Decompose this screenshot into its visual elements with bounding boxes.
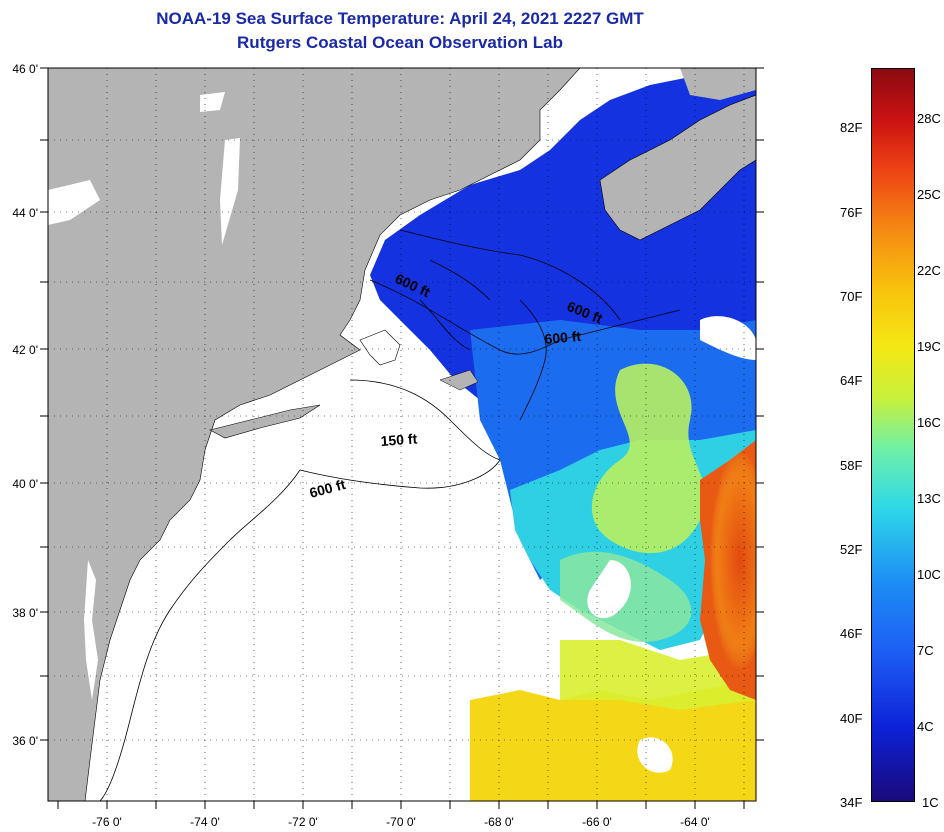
colorbar-c-label: 16C	[917, 415, 941, 430]
contour-label: 600 ft	[544, 328, 582, 347]
land-island	[439, 369, 479, 391]
land-nova-scotia	[599, 94, 756, 241]
map-frame	[47, 67, 757, 802]
land-mainland	[48, 68, 581, 801]
colorbar-f-label: 70F	[840, 289, 863, 304]
lat-label: 36 0'	[12, 734, 38, 748]
lat-label: 38 0'	[12, 606, 38, 620]
lat-label: 46 0'	[12, 62, 38, 76]
map-title: NOAA-19 Sea Surface Temperature: April 2…	[156, 9, 644, 28]
colorbar-c-label: 13C	[917, 491, 941, 506]
colorbar-c-label: 1C	[922, 795, 939, 810]
land-cape-cod	[359, 329, 401, 366]
colorbar-f-label: 82F	[840, 120, 863, 135]
colorbar-c-label: 28C	[917, 111, 941, 126]
land-long-island	[209, 404, 321, 439]
axis-ticks	[40, 67, 764, 809]
gulf-stream-core	[710, 450, 756, 670]
warm-water-band	[560, 640, 756, 710]
lon-label: -66 0'	[582, 815, 612, 829]
map-subtitle: Rutgers Coastal Ocean Observation Lab	[237, 33, 563, 52]
colorbar-c-label: 25C	[917, 187, 941, 202]
colorbar-f-label: 64F	[840, 373, 863, 388]
warm-core-eddy	[591, 363, 706, 554]
lon-label: -74 0'	[190, 815, 220, 829]
colorbar-f-label: 40F	[840, 711, 863, 726]
cloud-patch	[587, 560, 631, 619]
cloud-patch	[700, 316, 756, 360]
warm-water-region	[470, 680, 756, 801]
lat-label: 42 0'	[12, 343, 38, 357]
contour-label: 150 ft	[380, 430, 418, 449]
lat-label: 40 0'	[12, 477, 38, 491]
colorbar-c-label: 22C	[917, 263, 941, 278]
colorbar-f-label: 46F	[840, 626, 863, 641]
land-pei-area	[680, 68, 756, 100]
colorbar-f-label: 34F	[840, 795, 863, 810]
colorbar-c-label: 19C	[917, 339, 941, 354]
colorbar-f-label: 52F	[840, 542, 863, 557]
lon-label: -72 0'	[288, 815, 318, 829]
colorbar-c-label: 10C	[917, 567, 941, 582]
lon-label: -68 0'	[484, 815, 514, 829]
lake-no-data	[200, 92, 225, 112]
lake-no-data	[48, 180, 100, 225]
colorbar-c-label: 4C	[917, 719, 934, 734]
colorbar-f-label: 76F	[840, 205, 863, 220]
lon-label: -70 0'	[386, 815, 416, 829]
colorbar-c-label: 7C	[917, 643, 934, 658]
lake-no-data	[220, 138, 240, 245]
lon-label: -76 0'	[92, 815, 122, 829]
bathymetry-contours	[99, 229, 681, 801]
graticule	[48, 68, 756, 801]
chesapeake-bay	[84, 560, 98, 700]
colorbar-f-label: 58F	[840, 458, 863, 473]
lon-label: -64 0'	[680, 815, 710, 829]
temperature-colorbar	[871, 68, 915, 802]
lat-label: 44 0'	[12, 206, 38, 220]
